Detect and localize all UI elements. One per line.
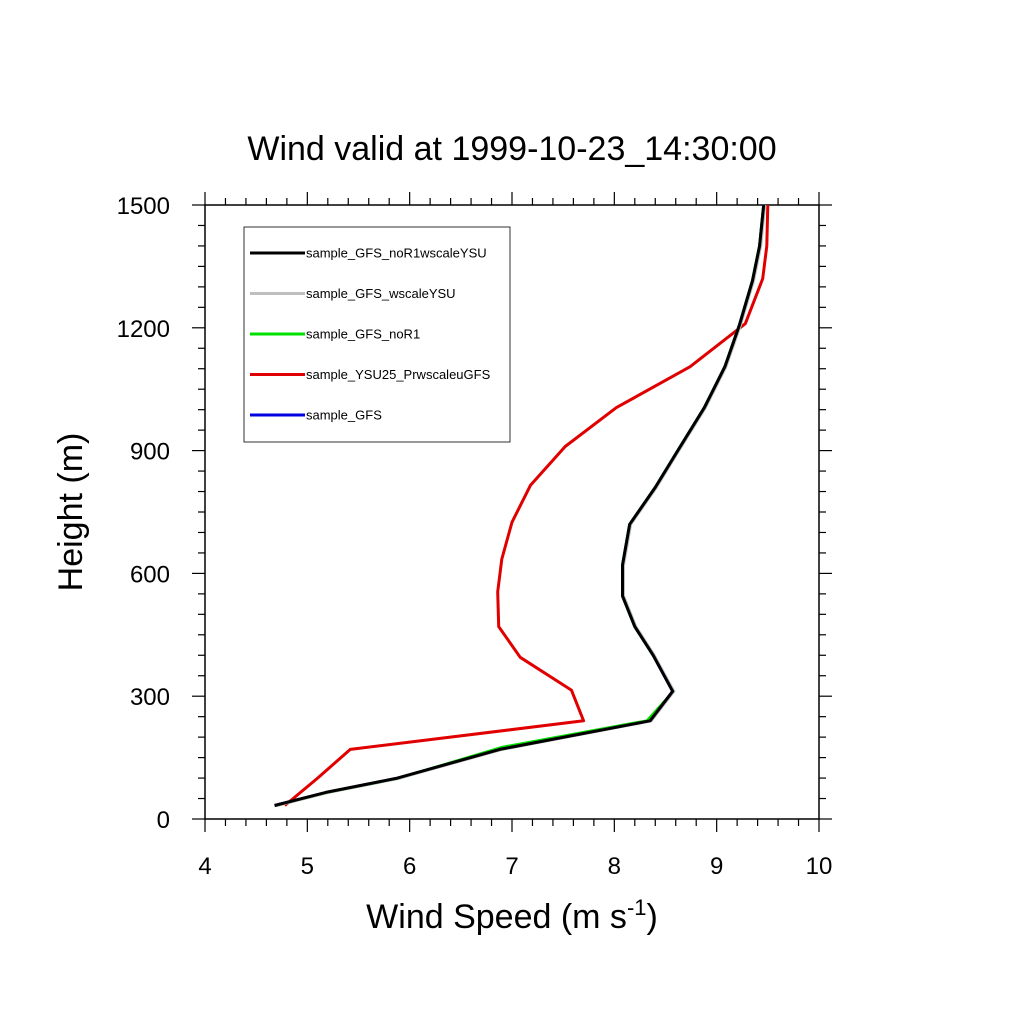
series-lines	[274, 204, 770, 807]
axis-ticks	[192, 192, 832, 832]
x-tick-label: 6	[403, 853, 416, 880]
legend-label: sample_GFS_noR1	[306, 327, 420, 342]
chart-title: Wind valid at 1999-10-23_14:30:00	[247, 130, 776, 168]
x-tick-label: 10	[806, 853, 833, 880]
x-tick-label: 8	[608, 853, 621, 880]
y-tick-label: 600	[130, 561, 170, 588]
series-line-sample_YSU25_PrwscaleuGFS	[283, 204, 770, 807]
y-tick-label: 0	[157, 807, 170, 834]
legend-label: sample_YSU25_PrwscaleuGFS	[306, 367, 491, 382]
y-tick-label: 1200	[117, 316, 170, 343]
x-tick-label: 5	[301, 853, 314, 880]
y-tick-label: 1500	[117, 193, 170, 220]
x-tick-label: 9	[710, 853, 723, 880]
y-axis-title: Height (m)	[52, 433, 90, 592]
series-line-sample_GFS_noR1wscaleYSU	[274, 204, 766, 807]
tick-labels: 4 5 6 7 8 9 10 0 300 600 900 1200 1500	[117, 193, 833, 880]
y-tick-label: 300	[130, 684, 170, 711]
legend-label: sample_GFS_noR1wscaleYSU	[306, 246, 487, 261]
legend-label: sample_GFS_wscaleYSU	[306, 286, 456, 301]
x-axis-title: Wind Speed (m s-1)	[366, 895, 658, 936]
x-tick-label: 4	[198, 853, 211, 880]
legend: sample_GFS_noR1wscaleYSU sample_GFS_wscal…	[243, 226, 511, 443]
y-tick-label: 900	[130, 439, 170, 466]
legend-label: sample_GFS	[306, 408, 382, 423]
x-tick-label: 7	[505, 853, 518, 880]
